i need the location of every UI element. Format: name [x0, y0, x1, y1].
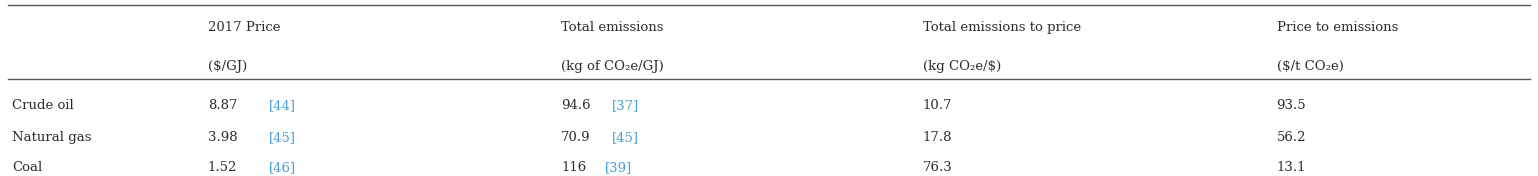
- Text: 93.5: 93.5: [1277, 99, 1306, 112]
- Text: (kg of CO₂e/GJ): (kg of CO₂e/GJ): [561, 60, 664, 73]
- Text: Price to emissions: Price to emissions: [1277, 21, 1398, 34]
- Text: [39]: [39]: [604, 161, 632, 174]
- Text: 3.98: 3.98: [208, 131, 237, 144]
- Text: [45]: [45]: [269, 131, 297, 144]
- Text: Crude oil: Crude oil: [12, 99, 74, 112]
- Text: 1.52: 1.52: [208, 161, 237, 174]
- Text: Total emissions: Total emissions: [561, 21, 664, 34]
- Text: 116: 116: [561, 161, 586, 174]
- Text: ($/GJ): ($/GJ): [208, 60, 248, 73]
- Text: 70.9: 70.9: [561, 131, 591, 144]
- Text: Total emissions to price: Total emissions to price: [923, 21, 1081, 34]
- Text: 56.2: 56.2: [1277, 131, 1306, 144]
- Text: Natural gas: Natural gas: [12, 131, 92, 144]
- Text: 10.7: 10.7: [923, 99, 952, 112]
- Text: Coal: Coal: [12, 161, 43, 174]
- Text: 17.8: 17.8: [923, 131, 952, 144]
- Text: [45]: [45]: [612, 131, 640, 144]
- Text: (kg CO₂e/$): (kg CO₂e/$): [923, 60, 1001, 73]
- Text: 94.6: 94.6: [561, 99, 591, 112]
- Text: 8.87: 8.87: [208, 99, 237, 112]
- Text: 13.1: 13.1: [1277, 161, 1306, 174]
- Text: [37]: [37]: [612, 99, 640, 112]
- Text: [44]: [44]: [269, 99, 297, 112]
- Text: 2017 Price: 2017 Price: [208, 21, 280, 34]
- Text: [46]: [46]: [269, 161, 297, 174]
- Text: 76.3: 76.3: [923, 161, 952, 174]
- Text: ($/t CO₂e): ($/t CO₂e): [1277, 60, 1343, 73]
